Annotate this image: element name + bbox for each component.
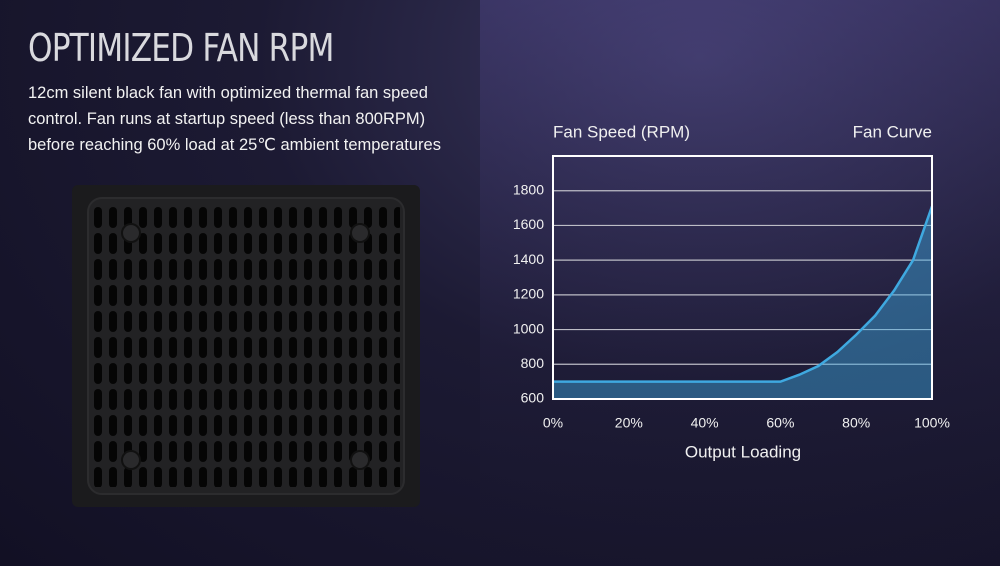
x-tick-label: 20% [615, 415, 643, 431]
page-title: OPTIMIZED FAN RPM [28, 26, 334, 70]
y-tick-label: 1800 [513, 181, 544, 197]
fan-curve-area [553, 206, 932, 399]
fan-curve-line [553, 205, 934, 383]
x-tick-label: 40% [691, 415, 719, 431]
y-tick-label: 1600 [513, 216, 544, 232]
description: 12cm silent black fan with optimized the… [28, 84, 441, 154]
y-axis-label: Fan Speed (RPM) [553, 122, 690, 141]
y-tick-label: 800 [521, 355, 545, 371]
x-tick-label: 0% [543, 415, 563, 431]
background-glow [480, 0, 1000, 566]
x-tick-label: 60% [766, 415, 794, 431]
plot-frame [552, 155, 933, 400]
psu-image [72, 185, 420, 507]
y-tick-label: 1000 [513, 320, 544, 336]
x-axis-label: Output Loading [685, 442, 801, 461]
legend-entry: Fan Curve [853, 122, 932, 141]
x-tick-label: 100% [914, 415, 950, 431]
y-tick-label: 1400 [513, 251, 544, 267]
y-tick-label: 600 [521, 390, 545, 406]
y-tick-label: 1200 [513, 286, 544, 302]
x-tick-label: 80% [842, 415, 870, 431]
